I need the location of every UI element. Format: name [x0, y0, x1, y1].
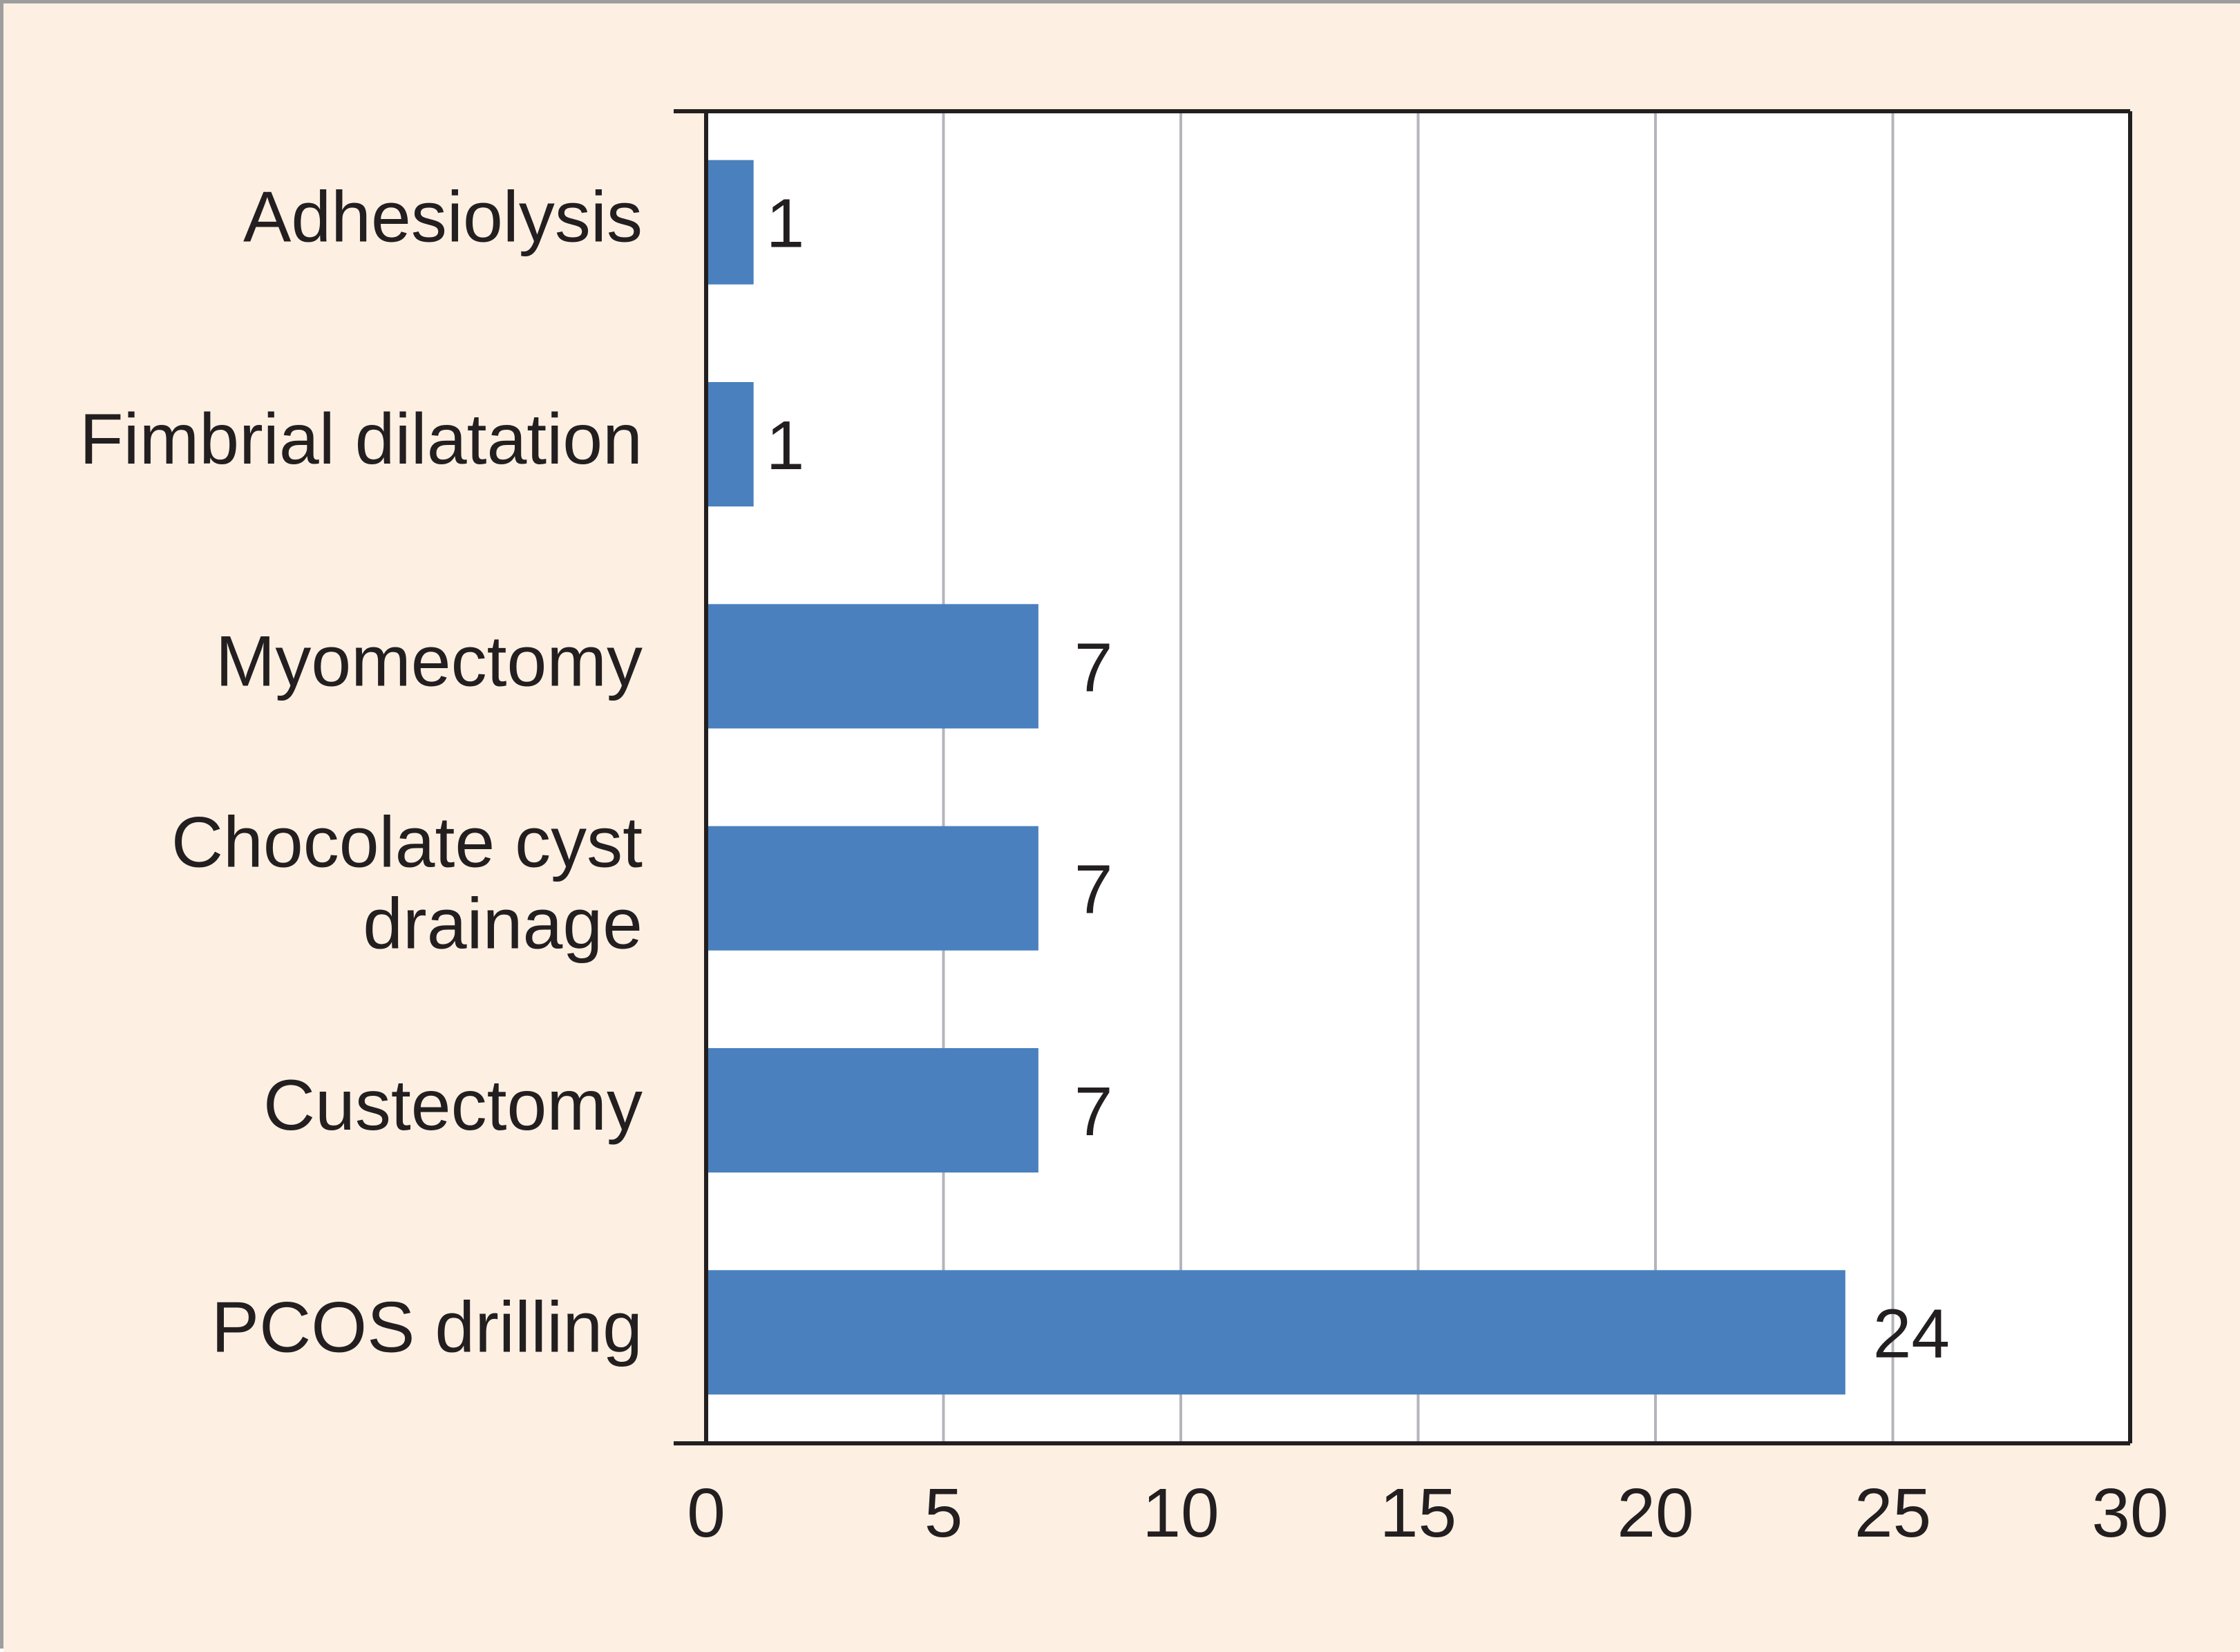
category-label: Adhesiolysis — [243, 178, 643, 258]
bar — [706, 826, 1038, 951]
category-label-line: Myomectomy — [216, 621, 643, 701]
category-label-line: Chocolate cyst — [171, 803, 643, 883]
category-label: Myomectomy — [216, 621, 643, 701]
x-tick-label: 10 — [1142, 1474, 1219, 1552]
category-label: Fimbrial dilatation — [79, 399, 643, 480]
x-tick-label: 0 — [687, 1474, 725, 1552]
horizontal-bar-chart: 1 Adhesiolysis 1 Fimbrial dilatation 7 Myomec… — [3, 3, 2240, 1652]
bar — [706, 1048, 1038, 1172]
category-label: Custectomy — [263, 1065, 643, 1146]
gridlines — [942, 111, 1895, 1443]
bar — [706, 382, 754, 506]
bar — [706, 1270, 1845, 1395]
data-label: 24 — [1873, 1295, 1950, 1372]
category-label-line: Adhesiolysis — [243, 178, 643, 258]
category-label-line: Fimbrial dilatation — [79, 399, 643, 480]
bar — [706, 604, 1038, 729]
data-label: 7 — [1074, 851, 1113, 929]
category-label: PCOS drilling — [211, 1287, 643, 1367]
axes — [674, 109, 2132, 1445]
x-tick-label: 15 — [1380, 1474, 1456, 1552]
data-label: 7 — [1074, 1073, 1113, 1150]
x-tick-label: 30 — [2091, 1474, 2168, 1552]
category-label: Chocolate cyst drainage — [171, 803, 643, 965]
labels: 1 Adhesiolysis 1 Fimbrial dilatation 7 Myomec… — [79, 178, 2169, 1552]
category-label-line: Custectomy — [263, 1065, 643, 1146]
bar — [706, 160, 754, 285]
x-tick-label: 20 — [1617, 1474, 1693, 1552]
x-tick-label: 25 — [1854, 1474, 1931, 1552]
bars — [706, 160, 1845, 1395]
category-label-line: drainage — [363, 884, 643, 965]
x-tick-label: 5 — [924, 1474, 963, 1552]
data-label: 1 — [766, 185, 805, 263]
data-label: 1 — [766, 407, 805, 484]
category-label-line: PCOS drilling — [211, 1287, 643, 1367]
data-label: 7 — [1074, 629, 1113, 706]
